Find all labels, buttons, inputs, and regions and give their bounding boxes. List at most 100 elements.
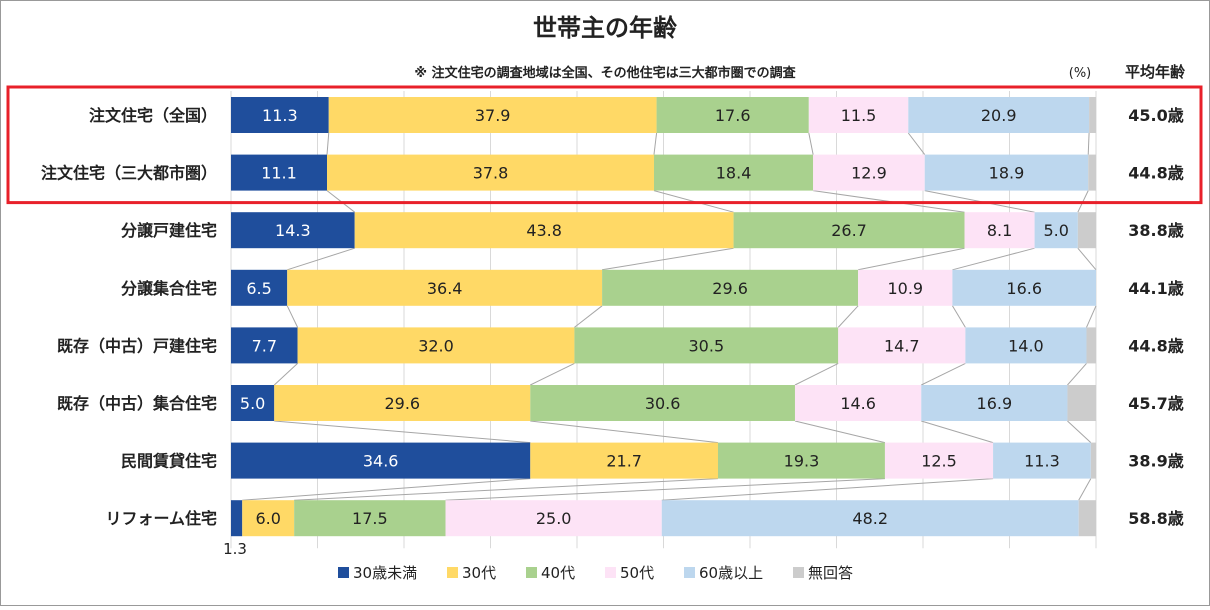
data-label: 14.3 [275, 221, 311, 240]
data-label: 21.7 [606, 452, 642, 471]
category-label: 既存（中古）戸建住宅 [57, 336, 217, 355]
data-label: 16.6 [1006, 279, 1042, 298]
data-label: 29.6 [384, 394, 420, 413]
bar-segment [813, 154, 925, 191]
category-label: 既存（中古）集合住宅 [57, 394, 217, 413]
data-label: 8.1 [987, 221, 1012, 240]
bar-segment [808, 97, 909, 133]
bar-segment [231, 269, 288, 306]
data-label: 14.7 [884, 336, 920, 355]
bar-segment [965, 327, 1087, 364]
bar-segment [231, 97, 329, 133]
data-label: 34.6 [363, 452, 399, 471]
connector-line [294, 478, 719, 501]
average-age-label: 44.1歳 [1128, 279, 1183, 298]
bar-segment [656, 97, 809, 133]
data-label: 30.6 [645, 394, 681, 413]
category-label: 分譲戸建住宅 [121, 221, 217, 240]
connector-line [837, 305, 859, 328]
connector-line [602, 247, 734, 271]
legend-swatch [447, 567, 458, 578]
connector-line [1078, 478, 1092, 501]
data-label: 16.9 [977, 394, 1013, 413]
legend-label: 無回答 [808, 564, 853, 582]
bar-segment [1090, 442, 1096, 479]
legend-label: 30代 [462, 564, 496, 582]
connector-line [1067, 420, 1092, 443]
data-label: 7.7 [252, 336, 277, 355]
connector-line [952, 247, 1035, 271]
data-label: 29.6 [712, 279, 748, 298]
bar-segment [1034, 212, 1078, 249]
bar-segment [952, 269, 1096, 306]
average-age-label: 44.8歳 [1128, 164, 1183, 183]
average-age-label: 44.8歳 [1128, 336, 1183, 355]
bar-segment [884, 442, 994, 479]
data-label: 11.5 [841, 106, 877, 125]
connector-line [530, 362, 575, 386]
data-label: 12.5 [921, 452, 957, 471]
data-label: 11.3 [1024, 452, 1060, 471]
connector-line [794, 362, 839, 386]
bar-segment [924, 154, 1089, 191]
connector-line [1087, 132, 1090, 155]
data-label: 10.9 [887, 279, 923, 298]
bar-segment [993, 442, 1091, 479]
connector-line [445, 478, 885, 501]
chart-title: 世帯主の年齢 [533, 14, 678, 42]
legend-swatch [793, 567, 804, 578]
legend-swatch [338, 567, 349, 578]
bar-segment [231, 385, 275, 421]
connector-line [907, 132, 926, 155]
bar-segment [231, 442, 531, 479]
bar-segment [1089, 97, 1096, 133]
bar-segment [445, 500, 662, 537]
connector-line [274, 420, 531, 444]
data-label: 25.0 [536, 509, 572, 528]
bar-segment [231, 212, 355, 249]
average-age-label: 58.8歳 [1128, 509, 1183, 528]
data-label: 12.9 [851, 164, 887, 183]
average-age-label: 38.8歳 [1128, 221, 1183, 240]
bar-segment [1077, 212, 1096, 249]
data-label: 5.0 [1043, 221, 1068, 240]
data-label: 6.0 [255, 509, 280, 528]
data-label: 26.7 [831, 221, 867, 240]
data-label: 14.6 [840, 394, 876, 413]
bar-segment [838, 327, 966, 364]
data-label: 20.9 [981, 106, 1017, 125]
bar-area: 11.3 37.9 17.6 11.5 20.9 11.1 37.8 18.4 12.9 18.9… [223, 97, 1096, 558]
connector-line [1077, 247, 1097, 271]
data-label: 37.8 [473, 164, 509, 183]
data-label: 14.0 [1008, 336, 1044, 355]
connector-line [273, 363, 298, 386]
connector-line [921, 362, 966, 386]
data-label: 18.4 [716, 164, 752, 183]
bar-segment [1078, 500, 1096, 537]
connector-line [1067, 363, 1087, 386]
bar-segment [297, 327, 575, 364]
average-age-label: 38.9歳 [1128, 452, 1183, 471]
data-label: 36.4 [427, 279, 463, 298]
category-label: 民間賃貸住宅 [121, 452, 217, 471]
bar-segment [858, 269, 953, 306]
connector-line [653, 132, 658, 155]
data-label: 43.8 [526, 221, 562, 240]
data-label: 17.5 [352, 509, 388, 528]
data-label: 11.1 [261, 164, 297, 183]
bar-segment [287, 269, 603, 306]
bar-segment [328, 97, 657, 133]
connector-line [326, 132, 330, 155]
connector-line [921, 420, 994, 444]
average-age-label: 45.7歳 [1128, 394, 1183, 413]
bar-segment [733, 212, 965, 249]
connector-line [951, 305, 966, 328]
data-label: 19.3 [784, 452, 820, 471]
connector-line [661, 478, 994, 501]
legend-swatch [526, 567, 537, 578]
bar-segment [602, 269, 859, 306]
legend-label: 30歳未満 [353, 564, 417, 582]
category-label: 分譲集合住宅 [121, 279, 217, 298]
